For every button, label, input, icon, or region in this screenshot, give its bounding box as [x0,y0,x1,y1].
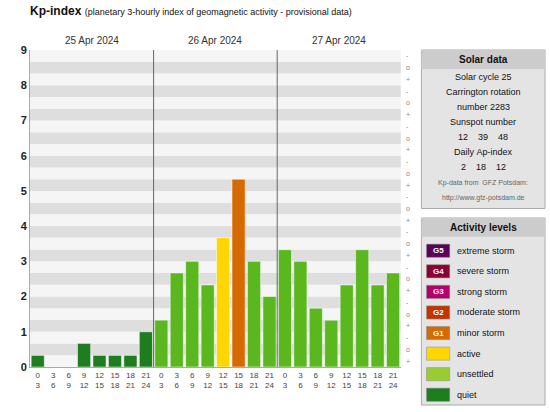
svg-text:o: o [406,170,410,177]
svg-text:o: o [406,275,410,282]
svg-text:active: active [457,349,481,359]
svg-text:25 Apr 2024: 25 Apr 2024 [65,35,119,46]
svg-text:o: o [406,346,410,353]
svg-text:Carrington rotation: Carrington rotation [446,87,521,97]
svg-text:1518: 1518 [234,371,243,390]
svg-text:G1: G1 [433,329,444,338]
svg-text:912: 912 [203,371,212,390]
svg-text:2124: 2124 [265,371,274,390]
svg-text:69: 69 [66,371,71,390]
svg-text:03: 03 [283,371,288,390]
svg-text:4: 4 [21,220,28,232]
svg-text:o: o [406,240,410,247]
svg-text:o: o [406,135,410,142]
svg-text:+: + [406,111,410,118]
svg-text:Activity levels: Activity levels [450,222,517,233]
svg-text:2124: 2124 [389,371,398,390]
svg-text:1821: 1821 [126,371,135,390]
svg-text:8: 8 [21,79,27,91]
svg-text:36: 36 [51,371,56,390]
svg-text:6: 6 [21,150,27,162]
svg-text:number 2283: number 2283 [457,102,510,112]
svg-text:+: + [406,76,410,83]
svg-text:1518: 1518 [358,371,367,390]
svg-text:1215: 1215 [342,371,351,390]
svg-text:26 Apr 2024: 26 Apr 2024 [188,35,242,46]
svg-text:Kp-data from GFZ Potsdam:: Kp-data from GFZ Potsdam: [438,179,528,187]
svg-text:9: 9 [21,44,27,56]
svg-text:-: - [406,264,409,271]
svg-text:+: + [406,182,410,189]
svg-text:1821: 1821 [250,371,259,390]
svg-text:G2: G2 [433,308,444,317]
svg-text:03: 03 [159,371,164,390]
svg-text:+: + [406,358,410,365]
svg-text:36: 36 [175,371,180,390]
svg-text:strong storm: strong storm [457,287,507,297]
svg-text:1215: 1215 [95,371,104,390]
svg-text:o: o [406,64,410,71]
svg-text:-: - [406,299,409,306]
svg-text:quiet: quiet [457,390,477,400]
svg-text:-: - [406,334,409,341]
svg-text:5: 5 [21,185,27,197]
svg-text:extreme storm: extreme storm [457,246,515,256]
svg-text:36: 36 [298,371,303,390]
svg-text:1215: 1215 [219,371,228,390]
svg-text:+: + [406,217,410,224]
svg-text:unsettled: unsettled [457,369,494,379]
svg-text:o: o [406,205,410,212]
svg-text:+: + [406,146,410,153]
svg-text:1518: 1518 [111,371,120,390]
svg-text:69: 69 [314,371,319,390]
svg-text:http://www.gfz-potsdam.de: http://www.gfz-potsdam.de [442,194,525,202]
svg-text:o: o [406,99,410,106]
svg-text:o: o [406,311,410,318]
svg-text:G3: G3 [433,287,444,296]
svg-text:912: 912 [80,371,89,390]
svg-text:03: 03 [36,371,41,390]
svg-text:severe storm: severe storm [457,266,509,276]
svg-text:7: 7 [21,114,27,126]
svg-text:-: - [406,193,409,200]
svg-text:12 39 48: 12 39 48 [458,132,508,142]
svg-text:-: - [406,52,409,59]
svg-text:-: - [406,88,409,95]
svg-text:Sunspot number: Sunspot number [450,117,516,127]
svg-text:Solar cycle 25: Solar cycle 25 [455,72,512,82]
svg-text:2: 2 [21,290,27,302]
svg-text:G4: G4 [433,267,444,276]
svg-text:+: + [406,287,410,294]
svg-text:Kp-index (planetary 3-hourly i: Kp-index (planetary 3-hourly index of ge… [30,4,352,18]
svg-text:-: - [406,158,409,165]
svg-text:2 18 12: 2 18 12 [461,162,506,172]
svg-text:27 Apr 2024: 27 Apr 2024 [312,35,366,46]
svg-text:minor storm: minor storm [457,328,505,338]
svg-text:1: 1 [21,326,27,338]
svg-text:+: + [406,252,410,259]
svg-text:+: + [406,322,410,329]
svg-text:912: 912 [327,371,336,390]
svg-text:1821: 1821 [373,371,382,390]
svg-text:G5: G5 [433,246,444,255]
svg-text:69: 69 [190,371,195,390]
svg-text:-: - [406,123,409,130]
svg-text:-: - [406,228,409,235]
svg-text:Daily Ap-index: Daily Ap-index [454,147,513,157]
svg-text:moderate storm: moderate storm [457,307,520,317]
svg-text:3: 3 [21,255,27,267]
svg-text:Solar data: Solar data [459,54,508,65]
svg-text:2124: 2124 [141,371,150,390]
svg-text:0: 0 [21,361,27,373]
